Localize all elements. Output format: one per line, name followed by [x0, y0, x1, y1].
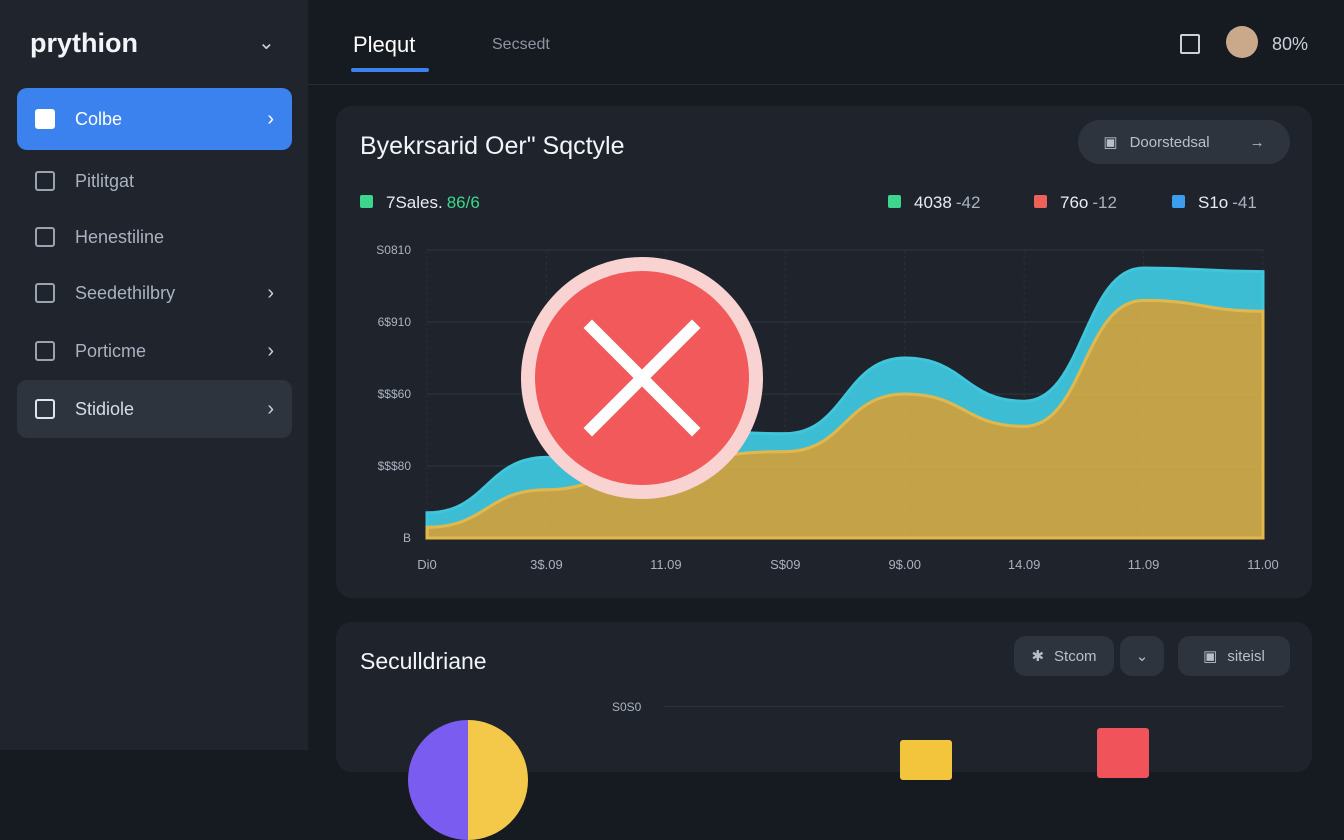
chart-title: Byekrsarid Oer" Sqctyle — [360, 132, 625, 160]
nav-label: Porticme — [75, 340, 147, 361]
brand-chevron[interactable]: ⌄ — [258, 32, 275, 54]
legend-value: 86/6 — [447, 193, 480, 212]
legend-swatch — [1034, 195, 1047, 208]
y-tick-label: S0810 — [376, 243, 411, 257]
legend-label: 76o -12 — [1060, 193, 1117, 212]
chart-button[interactable]: ▣ Doorstedsal → — [1078, 120, 1290, 164]
legend-swatch — [1172, 195, 1185, 208]
legend-name: 76o — [1060, 193, 1088, 212]
nav-label: Stidiole — [75, 398, 135, 419]
menu-icon[interactable] — [1180, 34, 1200, 54]
x-tick-label: 11.00 — [1247, 557, 1279, 572]
x-tick-label: 11.09 — [1128, 557, 1160, 572]
button-label: Doorstedsal — [1129, 133, 1210, 151]
legend-value: -12 — [1092, 193, 1117, 212]
avatar[interactable] — [1226, 26, 1258, 58]
legend-name: 7Sales. — [386, 193, 443, 212]
button-label: siteisl — [1227, 647, 1265, 665]
nav-label: Colbe — [75, 108, 123, 129]
legend-swatch — [888, 195, 901, 208]
legend-label: S1o -41 — [1198, 193, 1257, 212]
grid-line — [664, 706, 1284, 707]
brand: prythion — [30, 28, 138, 58]
legend-label: 4038 -42 — [914, 193, 980, 212]
nav-item[interactable]: Colbe › — [17, 88, 292, 150]
x-tick-label: 11.09 — [650, 557, 682, 572]
legend-name: 4038 — [914, 193, 952, 212]
error-overlay — [521, 257, 763, 499]
topbar: Plequt Secsedt 80% — [308, 0, 1344, 85]
nav-label: Henestiline — [75, 226, 165, 247]
x-tick-label: 3$.09 — [530, 557, 563, 572]
status: 80% — [1272, 34, 1309, 54]
legend-name: S1o — [1198, 193, 1228, 212]
y-tick-label: 6$910 — [378, 315, 412, 329]
card-title: Seculldriane — [360, 648, 487, 674]
nav-item[interactable]: Pitlitgat — [17, 152, 292, 210]
legend-value: -42 — [956, 193, 981, 212]
nav-label: Pitlitgat — [75, 170, 135, 191]
chart-card: Byekrsarid Oer" Sqctyle ▣ Doorstedsal → 7S… — [336, 106, 1312, 598]
x-tick-label: 14.09 — [1008, 557, 1041, 572]
y-tick-label: $$$60 — [378, 387, 412, 401]
dropdown-button[interactable]: ⌄ — [1120, 636, 1164, 676]
bar-preview — [1097, 728, 1149, 778]
x-tick-label: S$09 — [770, 557, 800, 572]
tab[interactable]: Secsedt — [492, 36, 550, 53]
bar-preview — [900, 740, 952, 780]
x-tick-label: Di0 — [417, 557, 437, 572]
pie-preview — [408, 720, 528, 840]
legend-value: -41 — [1232, 193, 1257, 212]
nav-item[interactable]: Seedethilbry › — [17, 264, 292, 322]
y-tick-label: B — [403, 531, 411, 545]
sidebar: prythion ⌄ Colbe › Pitlitgat Henestiline … — [0, 0, 308, 750]
axis-label: S0S0 — [612, 700, 642, 714]
tab[interactable]: Plequt — [353, 32, 416, 57]
error-cross — [583, 319, 701, 437]
legend-label: 7Sales. 86/6 — [386, 193, 480, 212]
filter-button[interactable]: ✱ Stcom — [1014, 636, 1114, 676]
nav-item[interactable]: Stidiole › — [17, 380, 292, 438]
legend-swatch — [360, 195, 373, 208]
tab-indicator — [351, 68, 429, 72]
button-label: Stcom — [1054, 647, 1097, 665]
x-tick-label: 9$.00 — [888, 557, 921, 572]
nav-label: Seedethilbry — [75, 282, 176, 303]
export-button[interactable]: ▣ siteisl — [1178, 636, 1290, 676]
nav-item[interactable]: Henestiline — [17, 208, 292, 266]
nav-item[interactable]: Porticme › — [17, 322, 292, 380]
chart: 7Sales. 86/6 4038 -42 76o -12 S1o -41 S0810 6$910… — [360, 193, 1279, 572]
y-tick-label: $$$80 — [378, 459, 412, 473]
